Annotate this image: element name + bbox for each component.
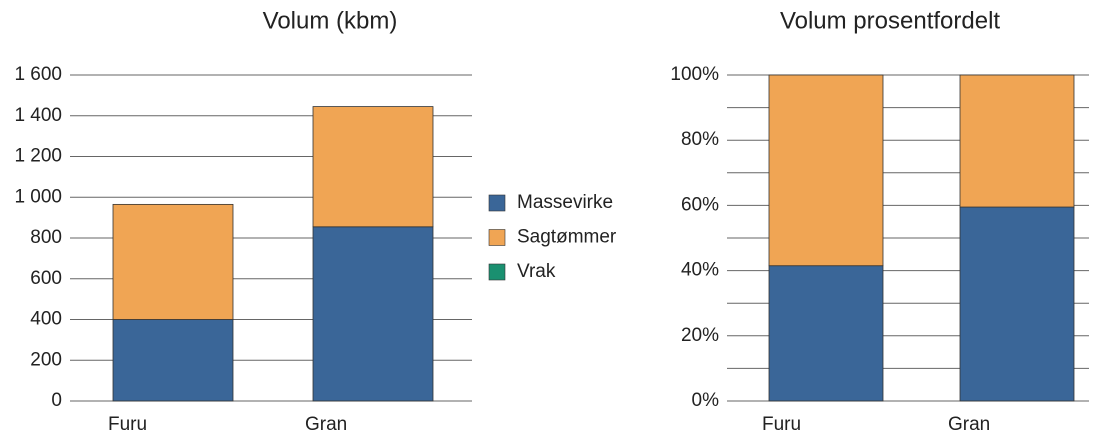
y-tick-label: 800 [30, 227, 62, 248]
legend-swatch [488, 194, 506, 212]
chart-title: Volum prosentfordelt [780, 7, 1000, 34]
y-tick-label: 0 [51, 390, 62, 411]
legend-label: Vrak [517, 261, 556, 282]
y-tick-label: 0% [692, 390, 720, 411]
y-tick-label: 100% [670, 64, 719, 85]
x-tick-label: Furu [762, 414, 801, 435]
legend-swatch [488, 229, 506, 246]
y-tick-label: 80% [681, 129, 719, 150]
chart-title: Volum (kbm) [263, 7, 398, 34]
y-tick-label: 600 [30, 268, 62, 289]
y-tick-label: 40% [681, 260, 719, 281]
y-tick-label: 60% [681, 194, 719, 215]
y-tick-label: 1 200 [14, 146, 62, 167]
legend-swatch [488, 263, 506, 281]
x-tick-label: Gran [305, 414, 347, 435]
x-tick-label: Furu [108, 414, 147, 435]
bar-segment [768, 74, 884, 267]
bar-segment [312, 226, 434, 402]
legend-label: Sagtømmer [517, 227, 617, 248]
bar-segment [112, 203, 234, 320]
bar-segment [768, 265, 884, 402]
x-tick-label: Gran [948, 414, 990, 435]
y-tick-label: 1 000 [14, 186, 62, 207]
legend-label: Massevirke [517, 192, 613, 213]
y-tick-label: 200 [30, 349, 62, 370]
bar-segment [959, 74, 1075, 208]
y-tick-label: 400 [30, 309, 62, 330]
bar-segment [112, 319, 234, 402]
y-tick-label: 1 400 [14, 105, 62, 126]
bar-segment [959, 206, 1075, 402]
y-tick-label: 1 600 [14, 64, 62, 85]
bar-segment [312, 106, 434, 228]
y-tick-label: 20% [681, 325, 719, 346]
